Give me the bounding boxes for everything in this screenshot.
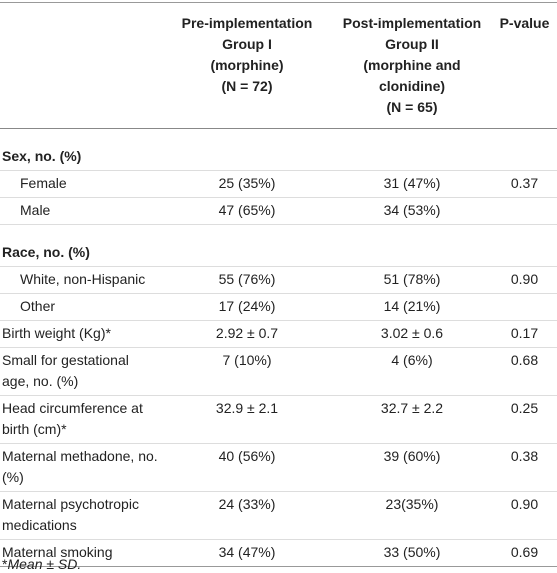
table-row: Male 47 (65%) 34 (53%) [0, 197, 557, 225]
cell: 7 (10%) [162, 347, 332, 396]
header-line: clonidine) [378, 78, 446, 94]
header-cell: Post-implementation Group II (morphine and… [332, 2, 492, 129]
table-row: Female 25 (35%) 31 (47%) 0.37 [0, 170, 557, 198]
table-row: Head circumference at birth (cm)* 32.9 ± … [0, 395, 557, 444]
table-row: Sex, no. (%) [0, 128, 557, 171]
cell: 0.25 [492, 395, 557, 444]
header-line: (morphine) [210, 57, 284, 73]
row-label: Head circumference at birth (cm)* [0, 395, 162, 444]
table-row: Race, no. (%) [0, 224, 557, 267]
row-label: Other [0, 293, 162, 321]
cell: 33 (50%) [383, 544, 441, 560]
cell [332, 224, 492, 267]
cell [492, 128, 557, 171]
cell: 0.69 [510, 544, 539, 560]
header-cell: Pre-implementation Group I (morphine) (N = … [162, 2, 332, 129]
cell: 34 (53%) [332, 197, 492, 225]
footnote-marker: * [2, 556, 8, 572]
header-line: P-value [499, 15, 550, 31]
cell: 4 (6%) [332, 347, 492, 396]
header-line: Group II [385, 36, 439, 52]
header-line: Group I [222, 36, 272, 52]
header-line: (N = 65) [386, 99, 438, 115]
cell: 47 (65%) [162, 197, 332, 225]
row-label: Maternal smoking [2, 544, 113, 560]
cell [492, 197, 557, 225]
header-line: Pre-implementation [181, 15, 313, 31]
header-cell [0, 2, 162, 129]
cell: 24 (33%) [162, 491, 332, 540]
header-line: (morphine and [363, 57, 461, 73]
table-row: Birth weight (Kg)* 2.92 ± 0.7 3.02 ± 0.6 0.… [0, 320, 557, 348]
row-label: Maternal psychotropic medications [0, 491, 162, 540]
row-label: Race, no. (%) [0, 224, 162, 267]
cell: 0.38 [492, 443, 557, 492]
header-line: Post-implementation [342, 15, 482, 31]
footnote-text: Mean ± SD. [7, 556, 82, 572]
cell [332, 128, 492, 171]
table-row: White, non-Hispanic 55 (76%) 51 (78%) 0.90 [0, 266, 557, 294]
table-row: Maternal methadone, no. (%) 40 (56%) 39 (6… [0, 443, 557, 492]
header-line: (N = 72) [221, 78, 273, 94]
table-row: Small for gestational age, no. (%) 7 (10%… [0, 347, 557, 396]
footnote: *Mean ± SD. [2, 555, 81, 573]
header-cell: P-value [492, 2, 557, 129]
cell [492, 224, 557, 267]
cell: 55 (76%) [162, 266, 332, 294]
cell: 17 (24%) [162, 293, 332, 321]
cell [162, 224, 332, 267]
cell: 34 (47%) [218, 544, 276, 560]
cell: 31 (47%) [332, 170, 492, 198]
cell: 0.90 [492, 491, 557, 540]
cell: 32.9 ± 2.1 [162, 395, 332, 444]
row-label: Maternal methadone, no. (%) [0, 443, 162, 492]
cell: 40 (56%) [162, 443, 332, 492]
cell: 0.37 [492, 170, 557, 198]
cell: 51 (78%) [332, 266, 492, 294]
cell: 25 (35%) [162, 170, 332, 198]
cell: 2.92 ± 0.7 [162, 320, 332, 348]
cell: 39 (60%) [332, 443, 492, 492]
cell: 23(35%) [332, 491, 492, 540]
row-label: Small for gestational age, no. (%) [0, 347, 162, 396]
row-label: Male [0, 197, 162, 225]
cell [162, 128, 332, 171]
header-row: Pre-implementation Group I (morphine) (N = … [0, 2, 557, 129]
cell: 3.02 ± 0.6 [332, 320, 492, 348]
row-label: Female [0, 170, 162, 198]
row-label: Birth weight (Kg)* [0, 320, 162, 348]
cell: 14 (21%) [332, 293, 492, 321]
table-row: Maternal smoking 34 (47%) 33 (50%) 0.69 [0, 540, 557, 567]
table-row: Other 17 (24%) 14 (21%) [0, 293, 557, 321]
cell: 0.68 [492, 347, 557, 396]
cell: 32.7 ± 2.2 [332, 395, 492, 444]
row-label: White, non-Hispanic [0, 266, 162, 294]
table-row: Maternal psychotropic medications 24 (33%… [0, 491, 557, 540]
cell [492, 293, 557, 321]
cell: 0.90 [492, 266, 557, 294]
cell: 0.17 [492, 320, 557, 348]
row-label: Sex, no. (%) [0, 128, 162, 171]
